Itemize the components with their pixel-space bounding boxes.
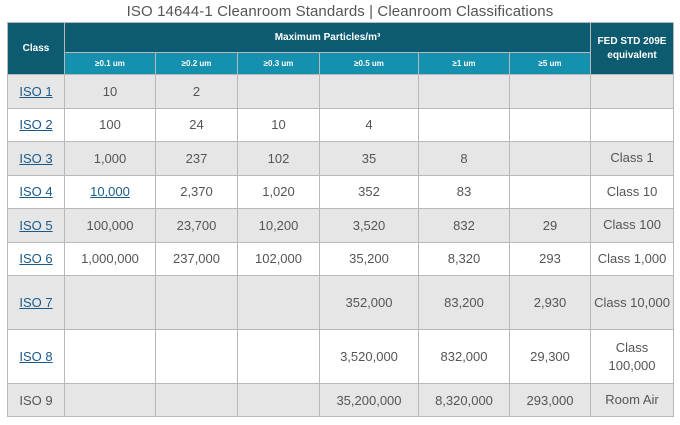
table-row: ISO 2 100 24 10 4 xyxy=(7,107,675,142)
iso-class-link[interactable]: ISO 3 xyxy=(19,150,53,166)
table-cell: 83 xyxy=(418,174,510,209)
page-title: ISO 14644-1 Cleanroom Standards | Cleanr… xyxy=(126,3,554,20)
table-cell xyxy=(319,74,419,109)
table-cell xyxy=(418,107,510,142)
fed-equivalent-cell: Class 100 xyxy=(590,208,675,243)
iso-class-label: ISO 9 xyxy=(7,383,65,417)
column-header-fed-std: FED STD 209E equivalent xyxy=(590,22,675,75)
iso-class-link[interactable]: ISO 4 xyxy=(19,184,53,200)
column-header-size: ≥0.3 um xyxy=(237,52,320,75)
table-cell: 352 xyxy=(319,174,419,209)
table-cell: 83,200 xyxy=(418,275,510,330)
table-cell: 29 xyxy=(508,208,592,243)
table-cell xyxy=(237,329,320,384)
table-cell: 102,000 xyxy=(237,241,320,276)
table-cell: 237 xyxy=(155,141,238,176)
table-cell: 10 xyxy=(64,74,156,109)
table-cell xyxy=(155,383,238,417)
table-cell: 1,000 xyxy=(64,141,156,176)
table-cell xyxy=(64,275,156,330)
table-cell: 293,000 xyxy=(508,383,592,417)
table-cell: 2,370 xyxy=(155,174,238,209)
table-cell: 10,200 xyxy=(237,208,320,243)
table-cell: 3,520 xyxy=(319,208,419,243)
iso-class-link[interactable]: ISO 6 xyxy=(19,251,53,267)
table-cell xyxy=(508,174,592,209)
iso-class-link[interactable]: ISO 5 xyxy=(19,217,53,233)
table-cell: 102 xyxy=(237,141,320,176)
table-cell: 24 xyxy=(155,107,238,142)
table-cell xyxy=(155,275,238,330)
table-cell xyxy=(418,74,510,109)
table-cell: 2 xyxy=(155,74,238,109)
table-row: ISO 5 100,000 23,700 10,200 3,520 832 29… xyxy=(7,208,675,243)
table-cell xyxy=(237,275,320,330)
column-header-size: ≥0.1 um xyxy=(64,52,156,75)
table-cell: 29,300 xyxy=(508,329,592,384)
table-cell: 237,000 xyxy=(155,241,238,276)
table-cell: 1,020 xyxy=(237,174,320,209)
column-header-size: ≥5 um xyxy=(508,52,592,75)
column-header-size: ≥0.5 um xyxy=(319,52,419,75)
iso-class-link[interactable]: ISO 1 xyxy=(19,83,53,99)
table-cell xyxy=(508,74,592,109)
table-cell xyxy=(237,74,320,109)
table-row: ISO 1 10 2 xyxy=(7,74,675,109)
table-row: ISO 6 1,000,000 237,000 102,000 35,200 8… xyxy=(7,241,675,276)
table-cell: 293 xyxy=(508,241,592,276)
fed-equivalent-cell: Class 10 xyxy=(590,174,675,209)
table-cell: 35,200,000 xyxy=(319,383,419,417)
table-cell: 35 xyxy=(319,141,419,176)
table-row: ISO 4 10,000 2,370 1,020 352 83 Class 10 xyxy=(7,174,675,209)
table-cell xyxy=(237,383,320,417)
table-cell: 4 xyxy=(319,107,419,142)
column-header-class: Class xyxy=(7,22,65,75)
table-cell: 100,000 xyxy=(64,208,156,243)
table-cell xyxy=(64,383,156,417)
fed-equivalent-cell xyxy=(590,74,675,109)
table-cell: 352,000 xyxy=(319,275,419,330)
table-cell: 23,700 xyxy=(155,208,238,243)
table-cell: 3,520,000 xyxy=(319,329,419,384)
fed-equivalent-cell: Class 10,000 xyxy=(590,275,675,330)
fed-equivalent-cell: Class 1,000 xyxy=(590,241,675,276)
table-cell xyxy=(508,107,592,142)
table-cell: 8,320,000 xyxy=(418,383,510,417)
table-cell: 832 xyxy=(418,208,510,243)
table-row: ISO 9 35,200,000 8,320,000 293,000 Room … xyxy=(7,383,675,417)
table-cell: 8 xyxy=(418,141,510,176)
table-cell: 100 xyxy=(64,107,156,142)
column-header-size: ≥0.2 um xyxy=(155,52,238,75)
fed-equivalent-cell: Class 1 xyxy=(590,141,675,176)
table-cell: 8,320 xyxy=(418,241,510,276)
table-cell: 35,200 xyxy=(319,241,419,276)
iso-class-link[interactable]: ISO 7 xyxy=(19,295,53,310)
column-header-max-particles: Maximum Particles/m³ xyxy=(63,22,592,53)
table-cell xyxy=(155,329,238,384)
table-cell xyxy=(64,329,156,384)
table-cell: 2,930 xyxy=(508,275,592,330)
fed-equivalent-cell: Class 100,000 xyxy=(590,329,675,384)
iso-class-link[interactable]: ISO 2 xyxy=(19,117,53,133)
fed-equivalent-cell xyxy=(590,107,675,142)
value-link[interactable]: 10,000 xyxy=(90,184,130,200)
table-row: ISO 3 1,000 237 102 35 8 Class 1 xyxy=(7,141,675,176)
cleanroom-classification-table: Class Maximum Particles/m³ FED STD 209E … xyxy=(7,22,675,417)
column-header-size: ≥1 um xyxy=(418,52,510,75)
iso-class-link[interactable]: ISO 8 xyxy=(19,349,53,364)
table-cell: 10 xyxy=(237,107,320,142)
table-cell: 1,000,000 xyxy=(64,241,156,276)
table-cell: 832,000 xyxy=(418,329,510,384)
table-cell xyxy=(508,141,592,176)
table-row: ISO 7 352,000 83,200 2,930 Class 10,000 xyxy=(7,275,675,330)
table-row: ISO 8 3,520,000 832,000 29,300 Class 100… xyxy=(7,329,675,384)
fed-equivalent-cell: Room Air xyxy=(590,383,675,417)
